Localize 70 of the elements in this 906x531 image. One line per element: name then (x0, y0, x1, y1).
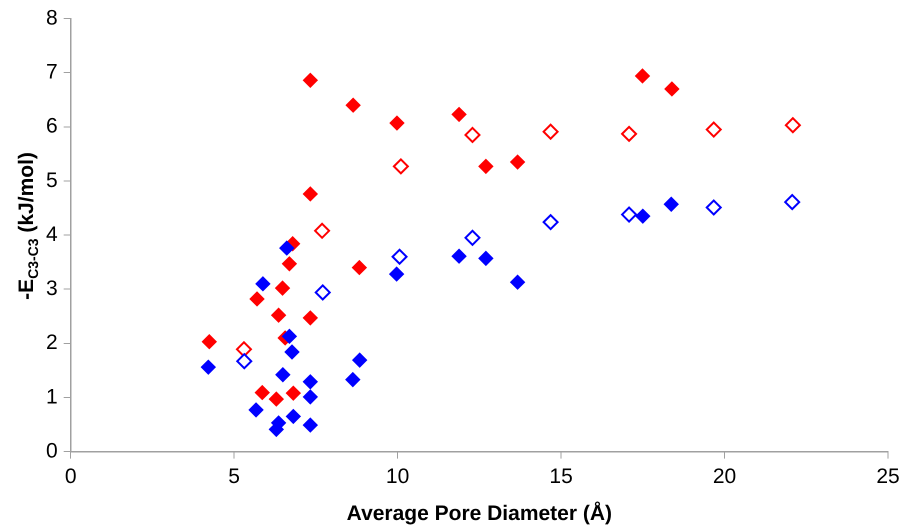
point (464, 126, 480, 143)
y-tick-label: 0 (46, 439, 58, 462)
point (346, 98, 361, 113)
y-tick-label: 8 (46, 6, 58, 30)
point (282, 256, 297, 272)
point (279, 240, 294, 256)
point (275, 280, 290, 296)
point (352, 260, 367, 276)
point (634, 68, 650, 84)
point (345, 372, 360, 388)
y-tick-label: 4 (46, 222, 58, 246)
y-tick-label: 2 (46, 331, 58, 354)
y-tick-label: 1 (46, 385, 58, 408)
point (302, 418, 318, 433)
y-tick-label: 3 (46, 277, 58, 300)
point (621, 126, 638, 142)
point (706, 122, 722, 138)
point (664, 81, 680, 96)
point (236, 353, 252, 370)
point (286, 408, 301, 424)
point (302, 374, 318, 390)
point (542, 124, 559, 140)
x-tick-label: 5 (228, 464, 240, 488)
point (664, 196, 679, 212)
x-tick-label: 0 (64, 464, 77, 488)
point (635, 208, 650, 224)
point (389, 116, 404, 131)
point (302, 310, 318, 326)
point (302, 72, 318, 88)
x-axis-title: Average Pore Diameter (Å) (346, 501, 612, 526)
point (302, 186, 318, 202)
point (286, 386, 301, 401)
x-tick-label: 15 (549, 464, 573, 488)
point (784, 117, 801, 134)
point (250, 291, 265, 306)
x-tick-label: 20 (712, 464, 736, 488)
point (200, 360, 216, 375)
point (621, 206, 638, 223)
point (271, 308, 286, 323)
point (784, 194, 800, 210)
point (282, 328, 297, 344)
y-tick-label: 5 (46, 168, 58, 192)
point (202, 334, 217, 350)
point (254, 385, 270, 400)
point (255, 276, 270, 292)
y-tick-label: 6 (46, 114, 58, 138)
point (464, 230, 480, 246)
point (478, 250, 494, 266)
point (314, 222, 330, 239)
point (284, 344, 300, 360)
point (510, 274, 526, 290)
point (452, 248, 467, 264)
point (542, 214, 559, 230)
y-tick-label: 7 (46, 60, 58, 84)
x-tick-label: 25 (876, 464, 900, 488)
point (706, 199, 722, 216)
point (248, 402, 264, 418)
point (478, 158, 494, 174)
point (392, 248, 408, 265)
point (452, 106, 467, 122)
point (302, 389, 318, 404)
point (314, 284, 331, 300)
point (275, 367, 290, 382)
point (352, 352, 368, 368)
point (392, 158, 409, 174)
point (510, 154, 526, 170)
point (236, 341, 252, 358)
x-tick-label: 10 (386, 464, 410, 488)
point (268, 392, 284, 407)
point (389, 266, 404, 282)
